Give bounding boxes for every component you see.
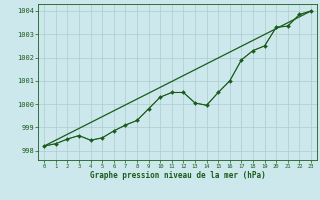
X-axis label: Graphe pression niveau de la mer (hPa): Graphe pression niveau de la mer (hPa) (90, 171, 266, 180)
